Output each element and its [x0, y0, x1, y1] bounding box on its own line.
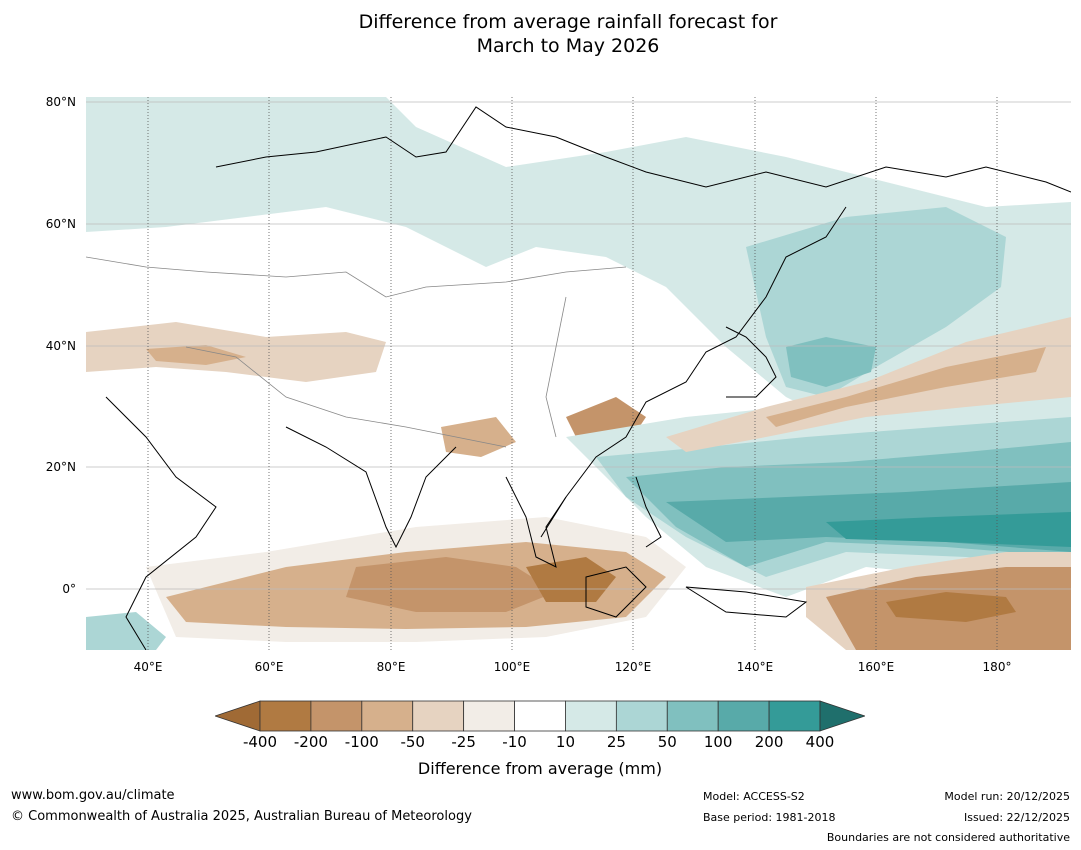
coastline-borneo — [585, 566, 647, 618]
anomaly-japan-wet — [786, 337, 876, 387]
lat-tick-0: 0° — [62, 582, 76, 596]
country-boundaries — [86, 256, 627, 448]
anomaly-north-pacific-dry-mid — [766, 347, 1046, 427]
colorbar-extend-high — [819, 700, 865, 732]
colorbar-tick-label: 10 — [555, 733, 575, 751]
footer-disclaimer: Boundaries are not considered authoritat… — [826, 831, 1070, 844]
boundary-central-asia — [86, 256, 627, 298]
footer-base-period: Base period: 1981-2018 — [703, 811, 836, 824]
anomaly-indian-ocean-dry-mid — [346, 557, 556, 612]
colorbar-swatch — [615, 700, 668, 732]
footer-model-run: Model run: 20/12/2025 — [944, 790, 1070, 803]
lon-tick-160e: 160°E — [857, 660, 895, 674]
title-line-2: March to May 2026 — [476, 35, 660, 57]
coastline-indochina — [505, 476, 567, 568]
colorbar-swatch — [412, 700, 465, 732]
colorbar-tick-label: -400 — [242, 733, 278, 751]
colorbar-swatch — [768, 700, 821, 732]
lon-tick-140e: 140°E — [736, 660, 774, 674]
longitude-gridlines — [147, 97, 998, 650]
lon-tick-100e: 100°E — [493, 660, 531, 674]
coastline-india — [285, 426, 457, 549]
anomaly-himalaya-dry — [441, 417, 516, 457]
lon-tick-120e: 120°E — [614, 660, 652, 674]
colorbar-extend-low — [215, 700, 261, 732]
colorbar-tick-label: -10 — [502, 733, 527, 751]
latitude-gridlines — [86, 101, 1071, 590]
colorbar-tick-label: 400 — [805, 733, 835, 751]
colorbar-tick-label: -100 — [344, 733, 379, 751]
boundary-south-asia — [185, 346, 507, 448]
colorbar-tick-label: -25 — [451, 733, 476, 751]
coastline-new-guinea — [685, 586, 808, 618]
colorbar-tick-label: -200 — [293, 733, 328, 751]
anomaly-pacific-wet-max — [826, 512, 1071, 547]
footer-url: www.bom.gov.au/climate — [11, 788, 175, 803]
colorbar-swatch — [463, 700, 515, 732]
chart-title: Difference from average rainfall forecas… — [0, 10, 1081, 58]
colorbar-tick-label: 200 — [754, 733, 784, 751]
footer-issued: Issued: 22/12/2025 — [963, 811, 1070, 824]
colorbar-swatch — [666, 700, 719, 732]
coastline-arabia-africa — [105, 396, 217, 650]
lat-tick-80n: 80°N — [45, 95, 76, 109]
lon-tick-80e: 80°E — [376, 660, 406, 674]
colorbar-tick-label: 25 — [606, 733, 626, 751]
anomaly-sumatra-dry-strong — [526, 557, 616, 602]
colorbar-swatch — [361, 700, 414, 732]
colorbar-swatch — [259, 700, 312, 732]
anomaly-west-asia-dry — [86, 322, 386, 382]
lat-tick-60n: 60°N — [45, 217, 76, 231]
lat-tick-40n: 40°N — [45, 339, 76, 353]
lon-tick-180: 180° — [982, 660, 1012, 674]
coastlines — [105, 106, 1071, 650]
lon-tick-60e: 60°E — [254, 660, 284, 674]
colorbar — [215, 700, 865, 732]
footer-copyright: © Commonwealth of Australia 2025, Austra… — [11, 809, 472, 824]
anomaly-west-asia-dry-mid — [146, 345, 246, 365]
anomaly-africa-coast-wet — [86, 612, 166, 650]
colorbar-tick-label: -50 — [400, 733, 425, 751]
coastline-pacific-east-asia — [540, 206, 847, 538]
boundary-east-asia — [545, 296, 567, 438]
colorbar-tick-label: 50 — [657, 733, 677, 751]
colorbar-title: Difference from average (mm) — [417, 759, 663, 778]
lat-tick-20n: 20°N — [45, 460, 76, 474]
footer-model: Model: ACCESS-S2 — [703, 790, 805, 803]
colorbar-swatch — [717, 700, 770, 732]
colorbar-swatch — [514, 700, 566, 732]
title-line-1: Difference from average rainfall forecas… — [358, 11, 778, 33]
coastline-philippines — [635, 476, 662, 548]
coastline-japan — [725, 326, 777, 398]
rainfall-map — [86, 97, 1071, 650]
colorbar-swatch — [565, 700, 617, 732]
colorbar-tick-label: 100 — [703, 733, 733, 751]
anomaly-south-pacific-dry-strong — [886, 592, 1016, 622]
lon-tick-40e: 40°E — [133, 660, 163, 674]
colorbar-swatch — [310, 700, 363, 732]
coastline-arctic — [215, 106, 1071, 193]
